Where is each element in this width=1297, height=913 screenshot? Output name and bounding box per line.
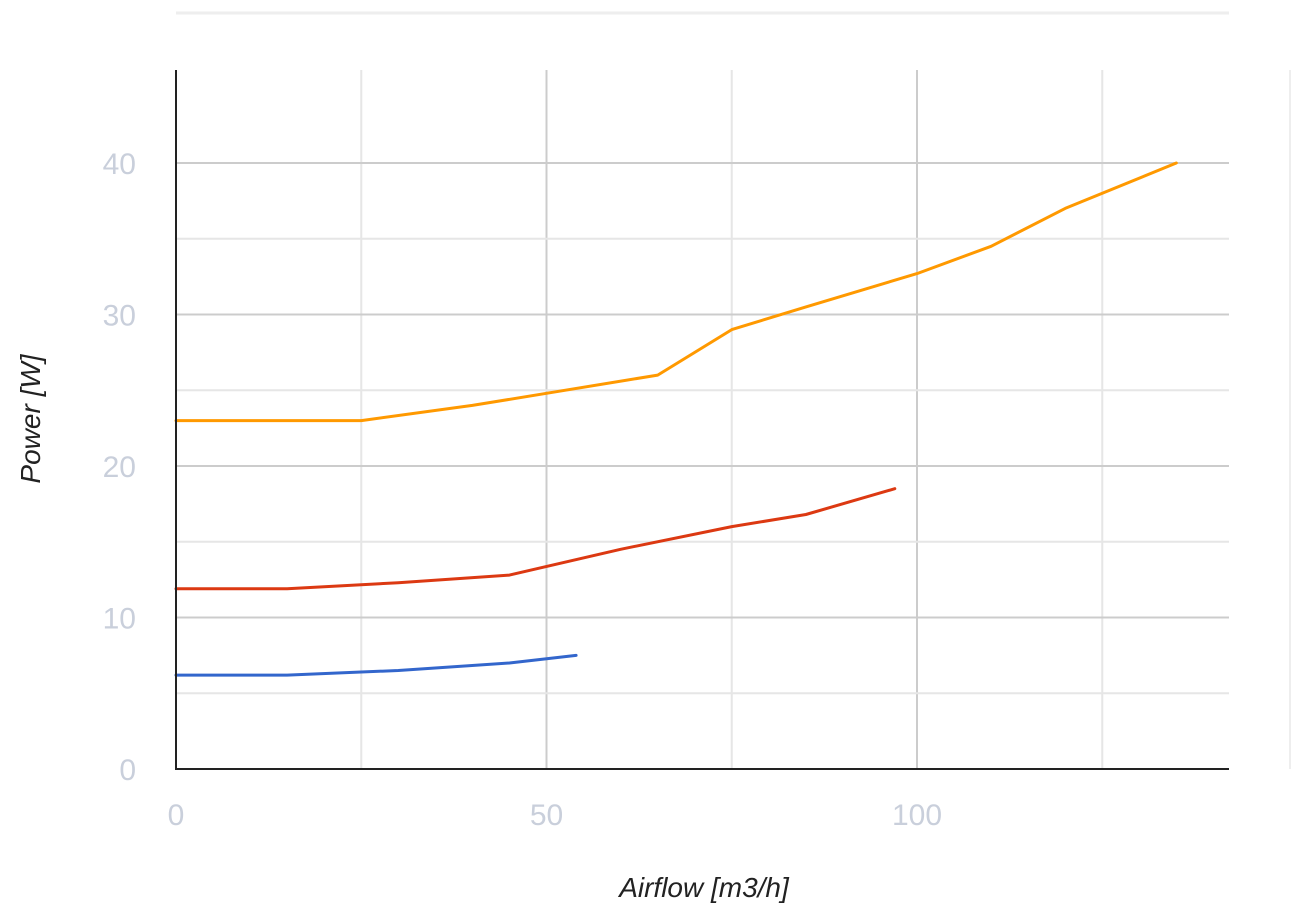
x-tick-label: 100 (892, 799, 942, 832)
y-tick-label: 40 (103, 148, 136, 181)
gridlines (176, 70, 1229, 769)
x-tick-label: 0 (168, 799, 185, 832)
series-line (174, 487, 897, 591)
series-lines (174, 161, 1178, 677)
y-tick-labels: 0 10 20 30 40 (103, 148, 136, 787)
y-tick-label: 30 (103, 300, 136, 333)
y-tick-label: 20 (103, 451, 136, 484)
series-line (174, 653, 578, 677)
y-tick-label: 10 (103, 603, 136, 636)
series-line (174, 161, 1178, 423)
y-tick-label: 0 (119, 754, 136, 787)
x-tick-labels: 0 50 100 (168, 799, 942, 832)
x-tick-label: 50 (530, 799, 563, 832)
x-axis-title: Airflow [m3/h] (617, 872, 790, 903)
y-axis-title: Power [W] (15, 353, 46, 483)
